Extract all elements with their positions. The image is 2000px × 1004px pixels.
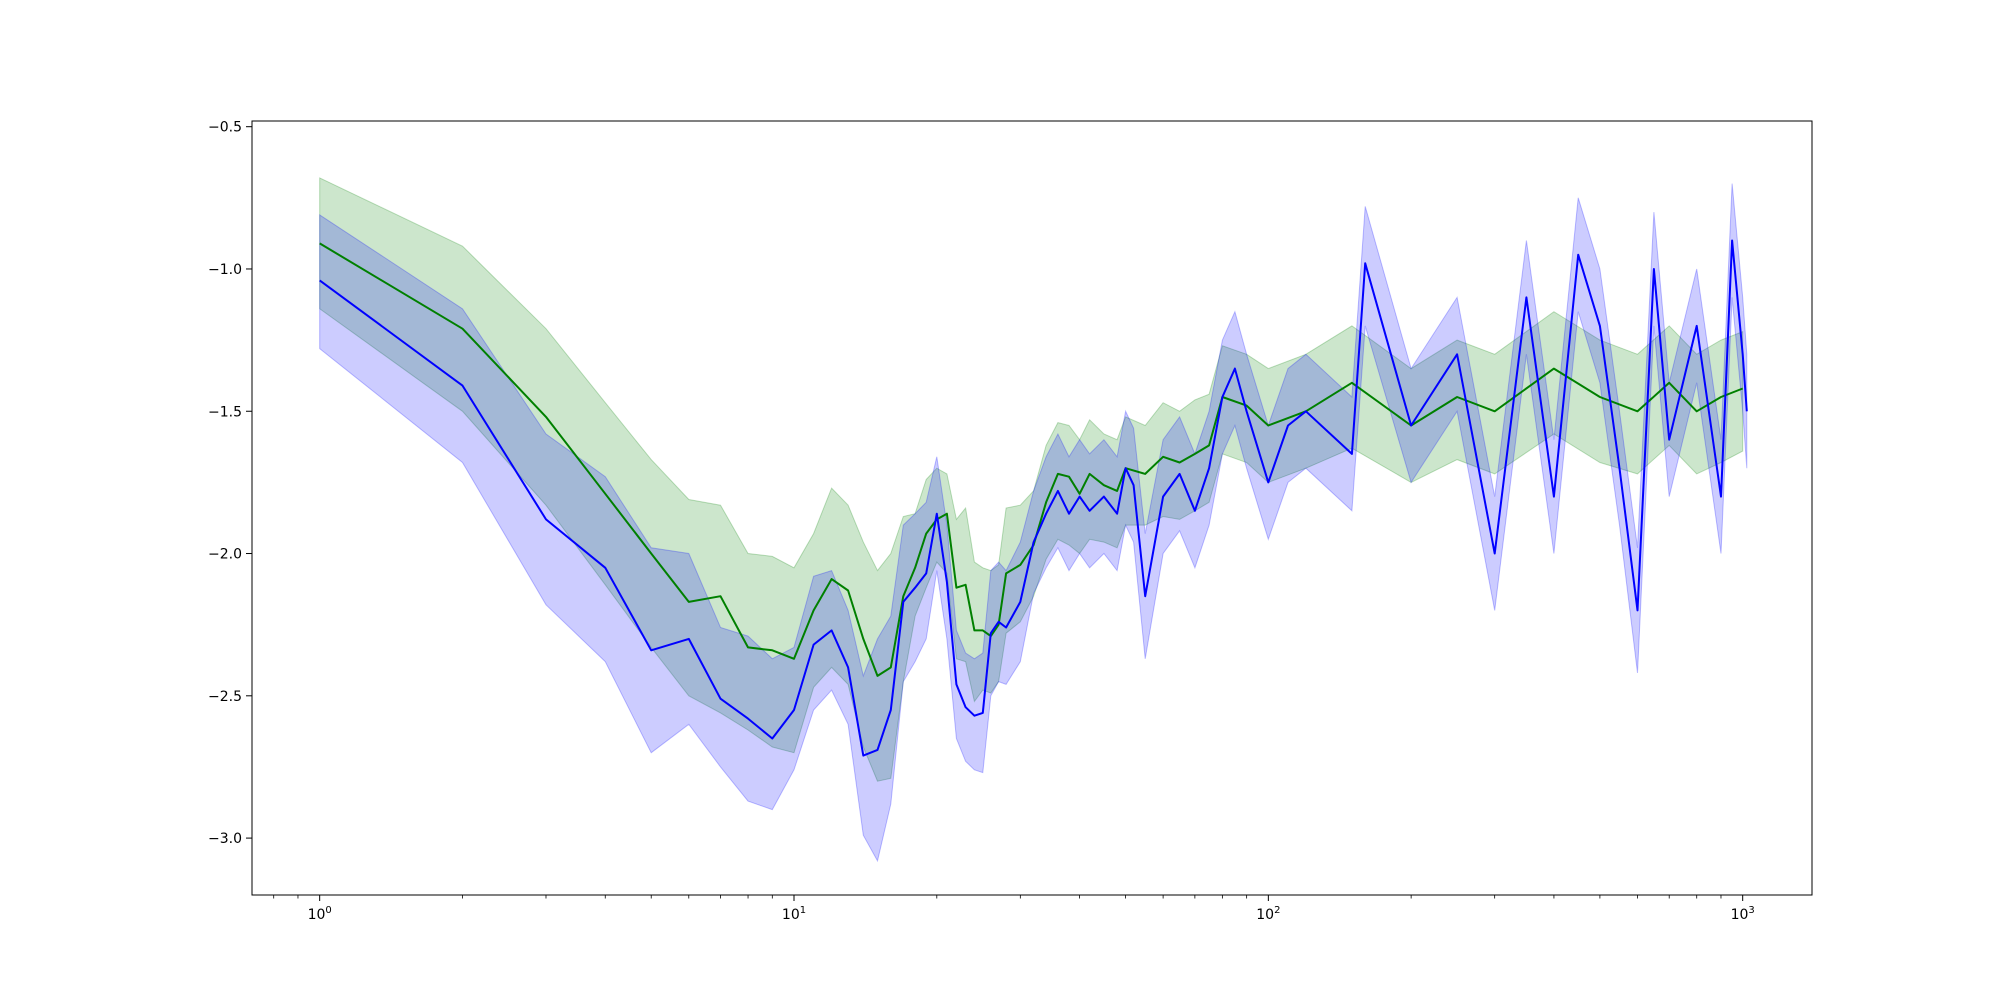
y-tick-label: −2.5 [208, 689, 242, 705]
x-tick-label: 100 [308, 905, 332, 923]
series-lines [319, 239, 1748, 757]
axes: −3.0 −2.5 −2.0 −1.5 −1.0 −0.5 100 101 102 103 [208, 120, 1813, 923]
x-tick-label: 102 [1256, 905, 1280, 923]
series-2-line [319, 239, 1748, 757]
y-tick-label: −3.0 [208, 831, 242, 847]
x-tick-label: 101 [782, 905, 806, 923]
x-tick-label: 103 [1731, 905, 1755, 923]
series-1-line [319, 242, 1744, 677]
y-tick-label: −0.5 [208, 120, 242, 136]
y-tick-label: −2.0 [208, 547, 242, 563]
plot-frame [251, 120, 1813, 896]
y-tick-label: −1.0 [208, 262, 242, 278]
y-tick-label: −1.5 [208, 404, 242, 420]
series-1-band [319, 177, 1744, 782]
